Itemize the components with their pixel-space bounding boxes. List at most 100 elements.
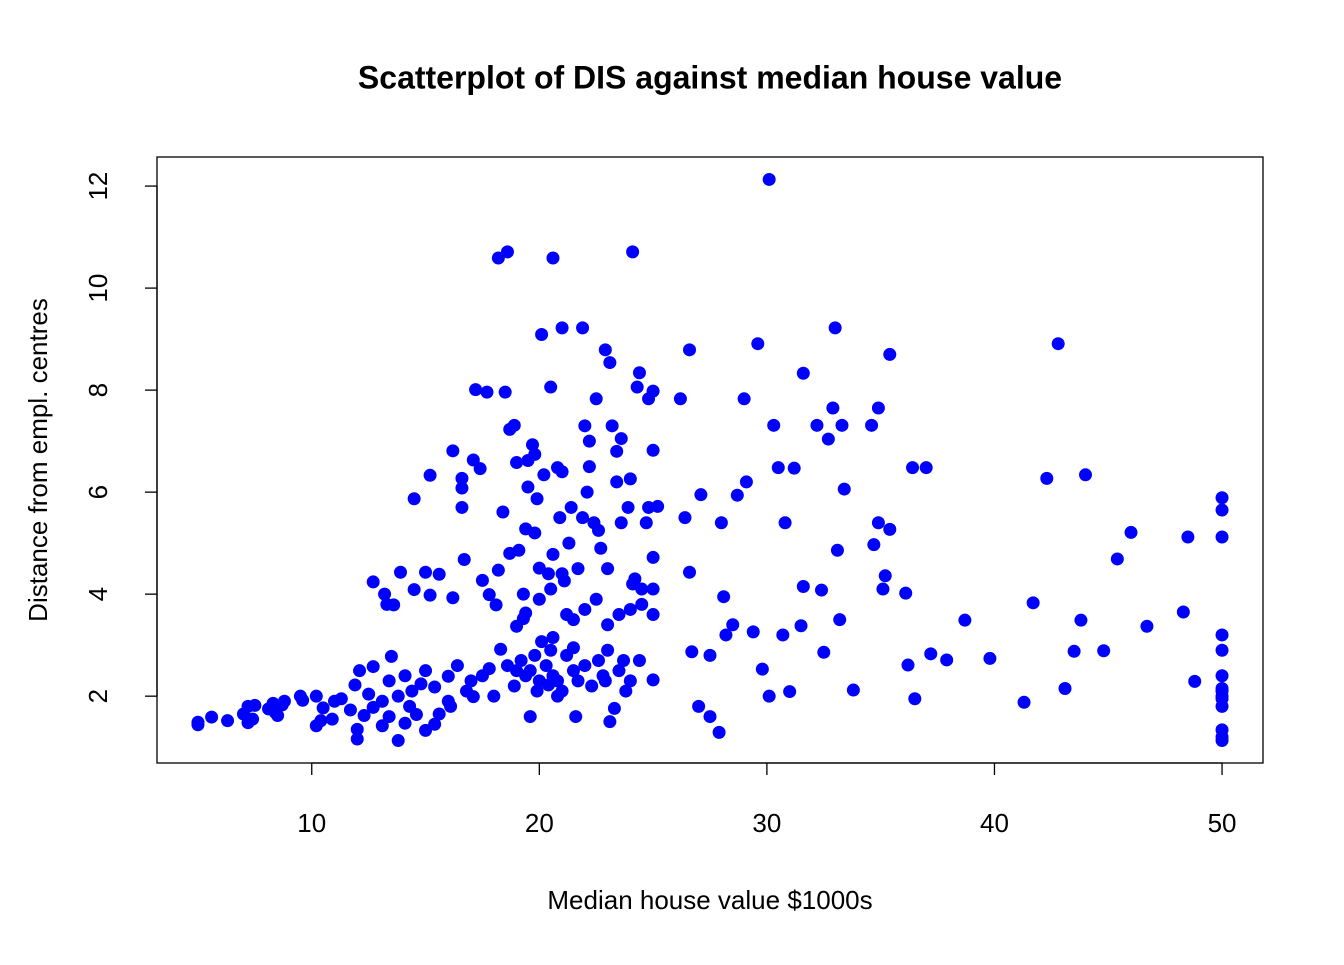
point: [507, 679, 521, 693]
point: [553, 511, 567, 525]
point: [673, 392, 687, 406]
point: [546, 631, 560, 645]
point: [692, 699, 706, 713]
point: [883, 522, 897, 536]
point: [541, 567, 555, 581]
point: [767, 418, 781, 432]
chart-title: Scatterplot of DIS against median house …: [358, 59, 1062, 95]
point: [646, 673, 660, 687]
x-tick-label: 20: [525, 808, 554, 838]
point: [489, 598, 503, 612]
point: [901, 658, 915, 672]
point: [594, 541, 608, 555]
point: [562, 536, 576, 550]
point: [378, 587, 392, 601]
point: [810, 418, 824, 432]
point: [778, 516, 792, 530]
y-tick-label: 6: [83, 485, 113, 499]
point: [325, 712, 339, 726]
point: [500, 245, 514, 259]
point: [883, 347, 897, 361]
point: [334, 692, 348, 706]
point: [1140, 619, 1154, 633]
point: [762, 689, 776, 703]
point: [646, 443, 660, 457]
point: [612, 664, 626, 678]
point: [277, 694, 291, 708]
point: [796, 366, 810, 380]
point: [603, 356, 617, 370]
point: [407, 492, 421, 506]
point: [384, 649, 398, 663]
point: [578, 659, 592, 673]
point: [466, 690, 480, 704]
point: [1215, 730, 1229, 744]
point: [519, 606, 533, 620]
point: [1110, 552, 1124, 566]
point: [432, 707, 446, 721]
point: [635, 597, 649, 611]
point: [539, 659, 553, 673]
point: [776, 628, 790, 642]
y-axis-label: Distance from empl. centres: [23, 298, 53, 622]
point: [737, 392, 751, 406]
point: [482, 588, 496, 602]
point: [1181, 530, 1195, 544]
point: [366, 660, 380, 674]
point: [576, 511, 590, 525]
point: [908, 692, 922, 706]
point: [423, 588, 437, 602]
y-tick-label: 10: [83, 274, 113, 303]
point: [523, 710, 537, 724]
point: [683, 343, 697, 357]
point: [582, 434, 596, 448]
point: [487, 689, 501, 703]
point: [632, 653, 646, 667]
point: [441, 669, 455, 683]
point: [601, 643, 615, 657]
plot-frame: [156, 156, 1264, 764]
point: [1078, 468, 1092, 482]
point: [589, 592, 603, 606]
point: [382, 674, 396, 688]
point: [906, 461, 920, 475]
point: [1097, 644, 1111, 658]
point: [626, 245, 640, 259]
point: [428, 680, 442, 694]
point: [830, 543, 844, 557]
point: [826, 401, 840, 415]
point: [398, 716, 412, 730]
point: [375, 694, 389, 708]
point: [480, 385, 494, 399]
point: [632, 366, 646, 380]
point: [409, 708, 423, 722]
point: [516, 587, 530, 601]
point: [828, 321, 842, 335]
point: [578, 419, 592, 433]
point: [446, 444, 460, 458]
point: [1040, 471, 1054, 485]
point: [521, 480, 535, 494]
point: [544, 582, 558, 596]
point: [1215, 503, 1229, 517]
point: [983, 651, 997, 665]
point: [630, 380, 644, 394]
point: [817, 645, 831, 659]
point: [815, 583, 829, 597]
point: [846, 683, 860, 697]
point: [350, 732, 364, 746]
point: [601, 618, 615, 632]
x-axis-label: Median house value $1000s: [547, 885, 872, 915]
point: [610, 444, 624, 458]
point: [528, 526, 542, 540]
point: [730, 488, 744, 502]
point: [835, 418, 849, 432]
point: [919, 461, 933, 475]
point: [296, 693, 310, 707]
point: [1026, 596, 1040, 610]
point: [512, 543, 526, 557]
point: [391, 689, 405, 703]
point: [1215, 530, 1229, 544]
point: [1074, 613, 1088, 627]
point: [683, 565, 697, 579]
